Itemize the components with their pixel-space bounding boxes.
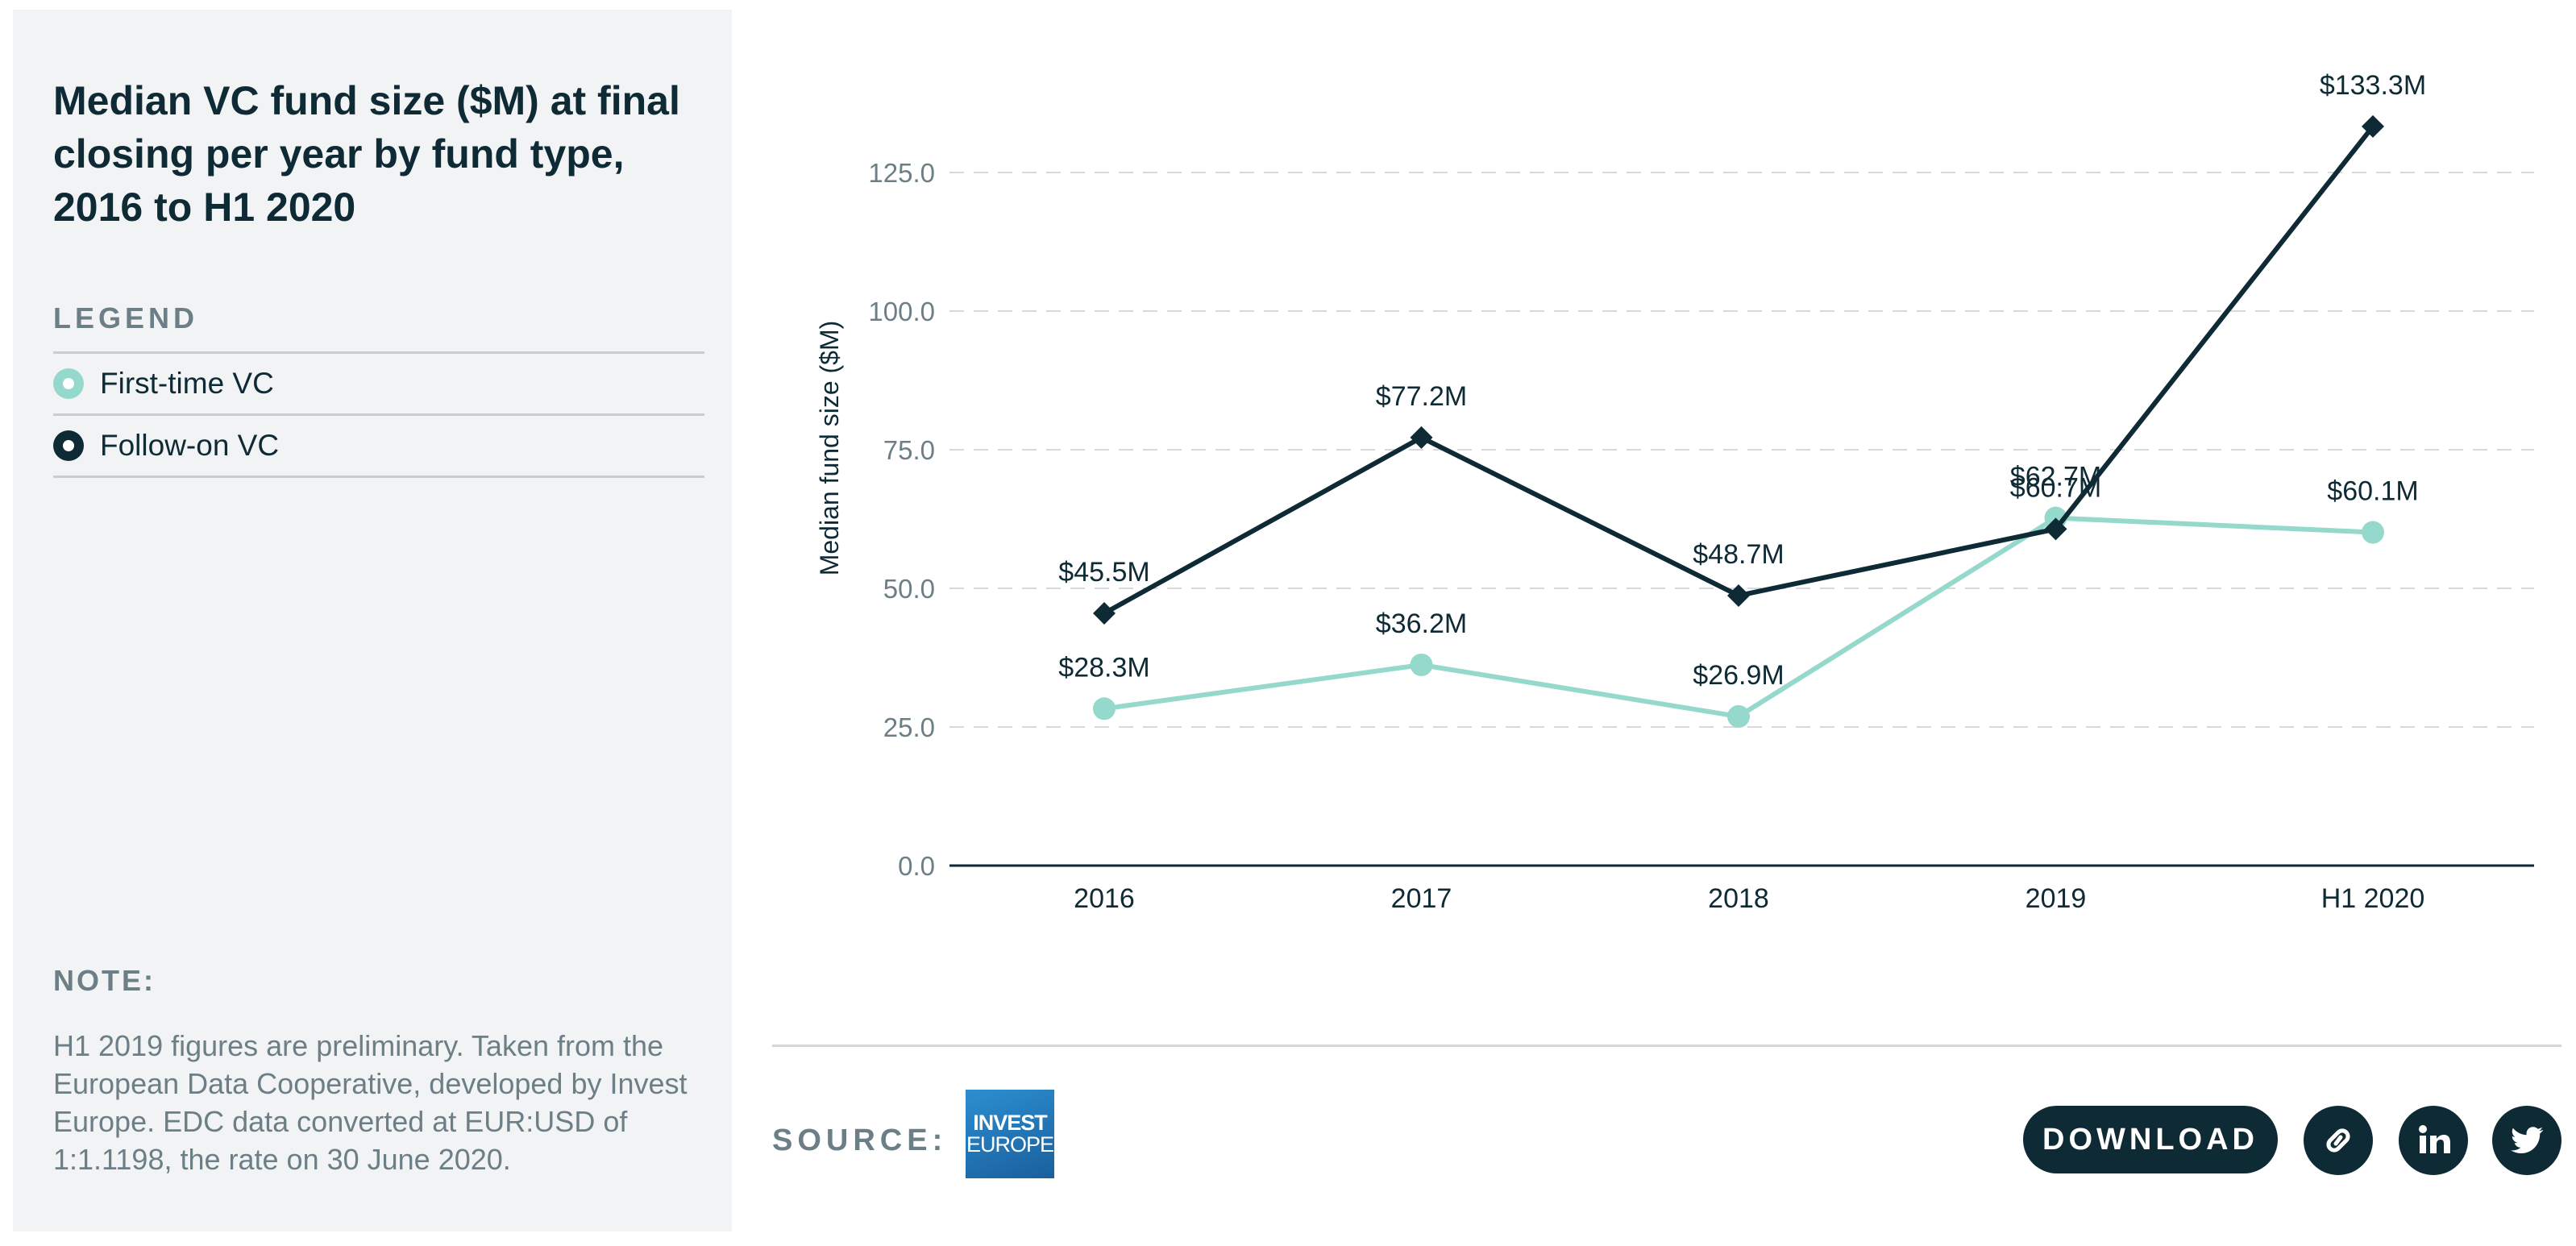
linkedin-icon xyxy=(2419,1125,2450,1153)
legend-item-first-time-vc[interactable]: First-time VC xyxy=(53,354,704,416)
source-label: SOURCE: xyxy=(772,1123,948,1157)
y-tick-label: 25.0 xyxy=(883,712,935,742)
y-axis-label: Median fund size ($M) xyxy=(815,321,844,576)
data-point xyxy=(2362,521,2384,544)
data-point xyxy=(1093,601,1116,625)
y-tick-label: 0.0 xyxy=(898,851,935,881)
invest-europe-logo[interactable]: INVEST EUROPE xyxy=(966,1090,1054,1178)
data-label: $26.9M xyxy=(1693,660,1784,691)
data-label: $60.7M xyxy=(2010,472,2101,503)
data-point xyxy=(1410,426,1433,449)
data-point xyxy=(2044,517,2067,541)
data-point xyxy=(1410,653,1433,676)
data-point xyxy=(1727,584,1750,607)
x-tick-label: 2016 xyxy=(1074,883,1135,914)
y-tick-label: 50.0 xyxy=(883,574,935,604)
logo-line-2: EUROPE xyxy=(966,1132,1054,1157)
x-tick-label: H1 2020 xyxy=(2321,883,2425,914)
legend-swatch-first-time-vc xyxy=(53,368,84,399)
series-group xyxy=(1093,114,2384,728)
download-button[interactable]: DOWNLOAD xyxy=(2023,1106,2278,1173)
grid-lines xyxy=(949,172,2534,728)
copy-link-button[interactable] xyxy=(2304,1106,2373,1175)
note-text: H1 2019 figures are preliminary. Taken f… xyxy=(53,1029,688,1176)
note-heading: NOTE: xyxy=(53,964,156,997)
legend: First-time VC Follow-on VC xyxy=(53,351,704,478)
y-axis-ticks: 0.0 25.0 50.0 75.0 100.0 125.0 xyxy=(868,158,935,881)
share-twitter-button[interactable] xyxy=(2492,1106,2561,1175)
data-label: $45.5M xyxy=(1058,557,1149,588)
data-point xyxy=(1093,697,1116,721)
data-label: $28.3M xyxy=(1058,652,1149,683)
y-tick-label: 125.0 xyxy=(868,158,935,188)
data-label: $62.7M xyxy=(2010,462,2101,492)
link-icon xyxy=(2326,1128,2350,1153)
x-tick-label: 2019 xyxy=(2025,883,2087,914)
data-label: $77.2M xyxy=(1376,381,1467,412)
logo-line-1: INVEST xyxy=(973,1111,1048,1135)
y-tick-label: 75.0 xyxy=(883,435,935,465)
data-label: $133.3M xyxy=(2320,70,2426,101)
x-tick-label: 2018 xyxy=(1708,883,1769,914)
legend-label: First-time VC xyxy=(100,367,274,400)
x-axis-ticks: 2016 2017 2018 2019 H1 2020 xyxy=(1074,883,2424,914)
data-label: $48.7M xyxy=(1693,539,1784,570)
data-point xyxy=(1727,704,1750,728)
x-tick-label: 2017 xyxy=(1391,883,1452,914)
chart-title: Median VC fund size ($M) at final closin… xyxy=(53,78,680,230)
twitter-icon xyxy=(2511,1127,2544,1153)
footer-divider xyxy=(772,1045,2561,1047)
data-labels: $28.3M $36.2M $26.9M $62.7M $60.1M $45.5M $77.… xyxy=(1058,70,2426,691)
data-point xyxy=(2362,114,2384,138)
data-label: $36.2M xyxy=(1376,608,1467,639)
legend-swatch-follow-on-vc xyxy=(53,430,84,461)
data-label: $60.1M xyxy=(2327,476,2418,507)
y-tick-label: 100.0 xyxy=(868,297,935,326)
share-linkedin-button[interactable] xyxy=(2399,1106,2468,1175)
legend-label: Follow-on VC xyxy=(100,429,280,462)
sidebar-panel: Median VC fund size ($M) at final closin… xyxy=(13,10,732,1231)
legend-item-follow-on-vc[interactable]: Follow-on VC xyxy=(53,416,704,478)
legend-heading: LEGEND xyxy=(53,301,199,334)
